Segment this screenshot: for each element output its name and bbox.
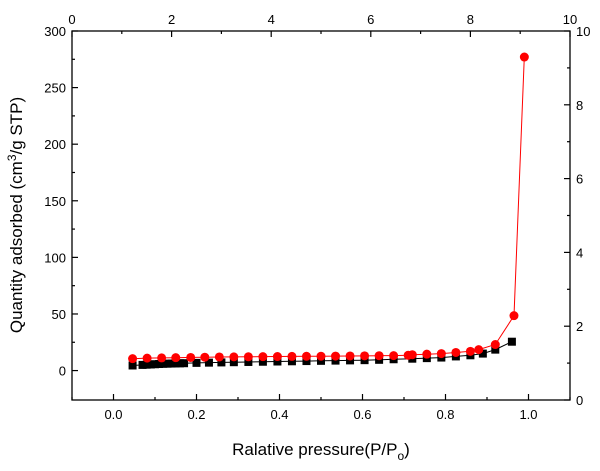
data-point-circle — [422, 349, 432, 359]
right-tick-label: 10 — [576, 24, 590, 39]
data-point-circle — [128, 354, 138, 364]
data-point-square — [171, 359, 180, 368]
data-point-square — [138, 360, 147, 369]
x-tick-label: 0.6 — [353, 407, 371, 422]
top-tick-label: 0 — [68, 12, 75, 27]
x-tick-label: 0.2 — [187, 407, 205, 422]
data-point-square — [478, 349, 487, 358]
data-point-square — [204, 358, 213, 367]
top-tick-label: 8 — [467, 12, 474, 27]
data-point-square — [163, 359, 172, 368]
y-tick-label: 50 — [52, 307, 66, 322]
series-line-1 — [132, 56, 525, 360]
data-point-circle — [301, 351, 311, 361]
data-point-square — [258, 357, 267, 366]
data-point-circle — [258, 352, 268, 362]
data-point-circle — [186, 352, 196, 362]
right-tick-label: 6 — [576, 172, 583, 187]
data-point-square — [217, 358, 226, 367]
data-point-square — [192, 358, 201, 367]
data-point-square — [331, 356, 340, 365]
data-point-circle — [436, 349, 446, 359]
top-tick-label: 4 — [268, 12, 275, 27]
right-tick-label: 0 — [576, 393, 583, 408]
y-axis-label: Quantity adsorbed (cm3/g STP) — [5, 97, 26, 333]
data-point-circle — [360, 351, 370, 361]
y-tick-label: 0 — [59, 364, 66, 379]
right-tick-label: 4 — [576, 245, 583, 260]
data-point-square — [244, 357, 253, 366]
data-point-circle — [287, 351, 297, 361]
data-point-circle — [451, 347, 461, 357]
data-point-circle — [474, 345, 484, 355]
y-tick-label: 250 — [44, 81, 66, 96]
data-point-circle — [157, 353, 167, 363]
y-tick-label: 100 — [44, 250, 66, 265]
data-point-circle — [465, 346, 475, 356]
data-point-square — [302, 357, 311, 366]
data-point-square — [159, 359, 168, 368]
data-point-circle — [229, 352, 239, 362]
top-tick-label: 2 — [168, 12, 175, 27]
data-point-square — [167, 359, 176, 368]
top-tick-label: 10 — [563, 12, 577, 27]
x-tick-label: 1.0 — [519, 407, 537, 422]
data-point-circle — [509, 311, 519, 321]
y-tick-label: 200 — [44, 137, 66, 152]
y-tick-label: 300 — [44, 24, 66, 39]
plot-marks — [128, 52, 529, 370]
data-point-circle — [407, 350, 417, 360]
data-point-circle — [389, 351, 399, 361]
data-point-square — [142, 360, 151, 369]
top-tick-label: 6 — [367, 12, 374, 27]
data-point-square — [151, 360, 159, 369]
data-point-circle — [374, 351, 384, 361]
data-point-circle — [316, 351, 326, 361]
data-point-circle — [243, 352, 253, 362]
data-point-square — [146, 360, 155, 369]
data-point-square — [175, 359, 184, 368]
data-point-square — [229, 358, 238, 367]
data-point-circle — [200, 352, 210, 362]
data-point-square — [273, 357, 282, 366]
data-point-square — [180, 359, 189, 368]
data-point-circle — [490, 340, 500, 350]
data-point-circle — [345, 351, 355, 361]
x-tick-label: 0.0 — [104, 407, 122, 422]
data-point-circle — [331, 351, 341, 361]
data-point-square — [128, 361, 137, 370]
right-tick-label: 2 — [576, 319, 583, 334]
x-axis-label: Ralative pressure(P/Po) — [232, 440, 410, 463]
x-tick-label: 0.4 — [270, 407, 288, 422]
data-point-circle — [142, 353, 152, 363]
data-point-square — [317, 356, 325, 365]
data-point-circle — [272, 352, 282, 362]
data-point-square — [155, 360, 164, 369]
x-tick-label: 0.8 — [436, 407, 454, 422]
data-point-circle — [214, 352, 224, 362]
data-point-circle — [171, 353, 181, 363]
right-tick-label: 8 — [576, 98, 583, 113]
data-point-square — [287, 357, 296, 366]
data-point-square — [507, 337, 516, 346]
y-tick-label: 150 — [44, 194, 66, 209]
data-point-square — [491, 345, 500, 354]
data-point-circle — [519, 52, 529, 62]
